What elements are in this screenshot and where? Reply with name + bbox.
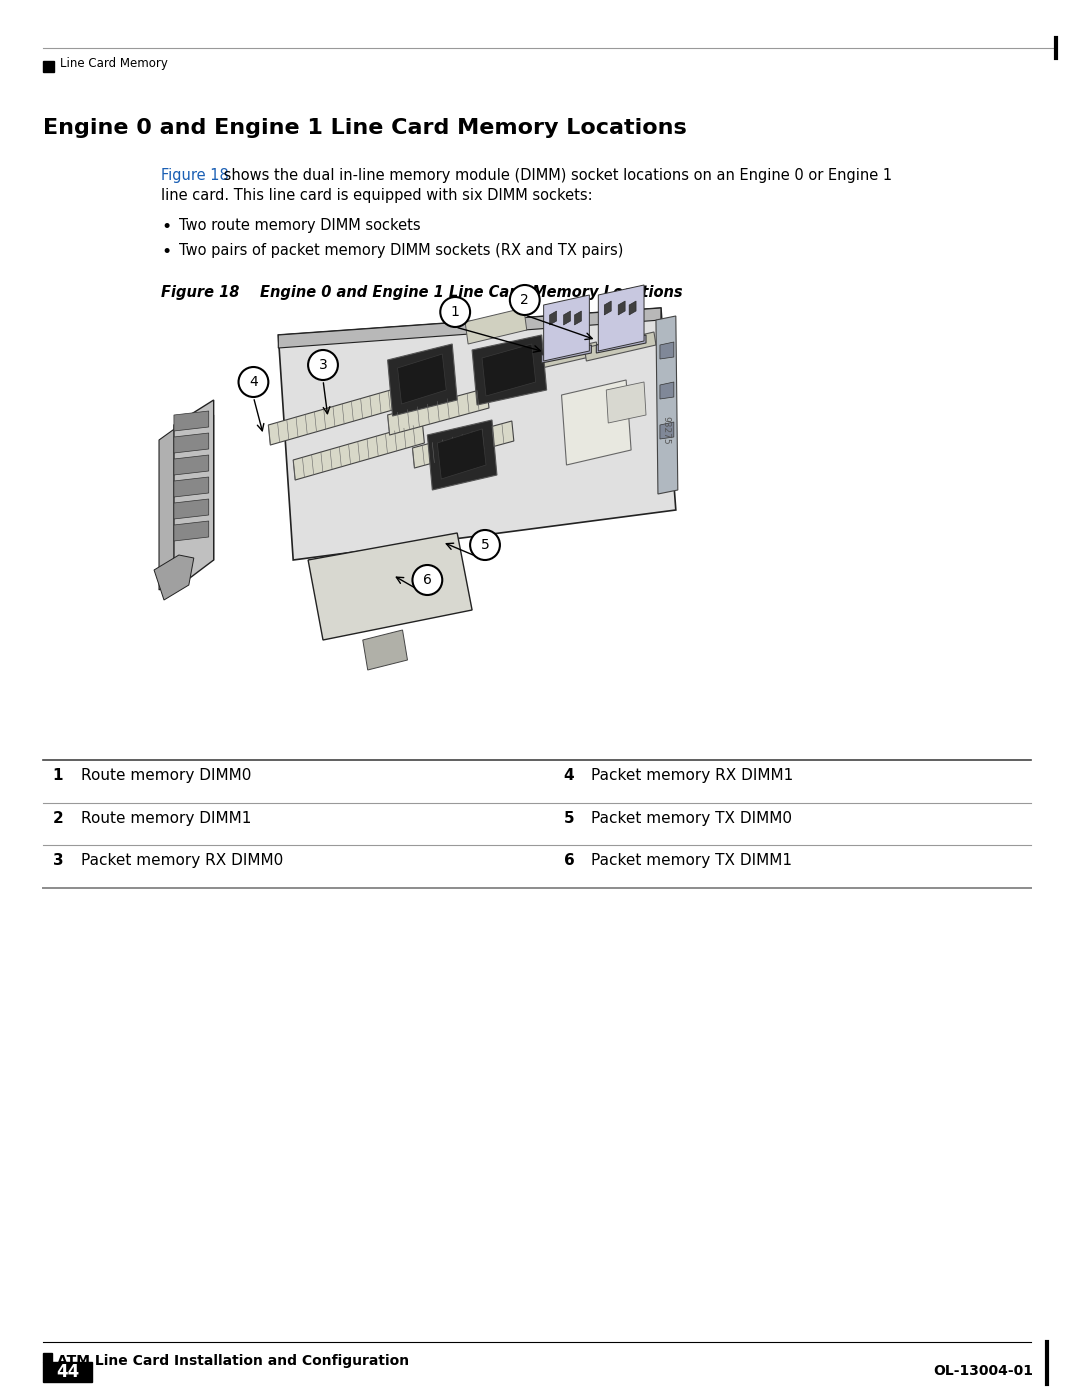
Polygon shape xyxy=(174,521,208,541)
Polygon shape xyxy=(618,300,625,314)
Polygon shape xyxy=(596,335,646,353)
Text: 5: 5 xyxy=(564,810,575,826)
Text: 2: 2 xyxy=(521,293,529,307)
Polygon shape xyxy=(660,342,674,359)
Bar xyxy=(43,1362,93,1382)
Text: 93275: 93275 xyxy=(661,416,671,444)
Polygon shape xyxy=(656,316,678,495)
Polygon shape xyxy=(598,285,644,351)
Text: Route memory DIMM1: Route memory DIMM1 xyxy=(81,810,251,826)
Polygon shape xyxy=(543,295,590,360)
Circle shape xyxy=(470,529,500,560)
Polygon shape xyxy=(482,344,536,395)
Bar xyxy=(43,1354,52,1362)
Text: 3: 3 xyxy=(53,854,64,869)
Text: ATM Line Card Installation and Configuration: ATM Line Card Installation and Configura… xyxy=(56,1354,408,1368)
Polygon shape xyxy=(174,411,208,432)
Polygon shape xyxy=(279,307,661,348)
Polygon shape xyxy=(388,388,489,434)
Text: Route memory DIMM0: Route memory DIMM0 xyxy=(81,768,251,782)
Polygon shape xyxy=(293,423,424,481)
Polygon shape xyxy=(397,353,446,404)
Text: 1: 1 xyxy=(450,305,460,319)
Circle shape xyxy=(441,298,470,327)
Polygon shape xyxy=(527,342,598,372)
Polygon shape xyxy=(268,388,400,446)
Polygon shape xyxy=(174,499,208,520)
Polygon shape xyxy=(437,429,486,479)
Polygon shape xyxy=(660,422,674,439)
Text: line card. This line card is equipped with six DIMM sockets:: line card. This line card is equipped wi… xyxy=(161,189,593,203)
Polygon shape xyxy=(279,307,676,560)
Text: Engine 0 and Engine 1 Line Card Memory Locations: Engine 0 and Engine 1 Line Card Memory L… xyxy=(260,285,683,300)
Text: Line Card Memory: Line Card Memory xyxy=(59,56,167,70)
Text: 4: 4 xyxy=(249,374,258,388)
Polygon shape xyxy=(472,335,546,405)
Text: 5: 5 xyxy=(481,538,489,552)
Polygon shape xyxy=(174,455,208,475)
Text: Engine 0 and Engine 1 Line Card Memory Locations: Engine 0 and Engine 1 Line Card Memory L… xyxy=(43,117,687,138)
Text: 44: 44 xyxy=(56,1363,79,1382)
Text: 2: 2 xyxy=(53,810,64,826)
Text: Two pairs of packet memory DIMM sockets (RX and TX pairs): Two pairs of packet memory DIMM sockets … xyxy=(179,243,623,258)
Polygon shape xyxy=(606,381,646,423)
Polygon shape xyxy=(550,312,556,326)
Polygon shape xyxy=(630,300,636,314)
Polygon shape xyxy=(388,344,457,416)
Polygon shape xyxy=(174,476,208,497)
Text: 3: 3 xyxy=(319,358,327,372)
Polygon shape xyxy=(605,300,611,314)
Polygon shape xyxy=(465,307,527,344)
Text: shows the dual in-line memory module (DIMM) socket locations on an Engine 0 or E: shows the dual in-line memory module (DI… xyxy=(218,168,892,183)
Text: Packet memory RX DIMM0: Packet memory RX DIMM0 xyxy=(81,854,283,869)
Polygon shape xyxy=(660,381,674,400)
Polygon shape xyxy=(584,332,656,360)
Circle shape xyxy=(413,564,443,595)
Bar xyxy=(43,61,54,73)
Polygon shape xyxy=(575,312,581,326)
Polygon shape xyxy=(542,345,592,363)
Text: 4: 4 xyxy=(564,768,575,782)
Polygon shape xyxy=(413,420,514,468)
Text: Packet memory TX DIMM0: Packet memory TX DIMM0 xyxy=(592,810,793,826)
Circle shape xyxy=(239,367,268,397)
Circle shape xyxy=(308,351,338,380)
Polygon shape xyxy=(159,415,214,590)
Polygon shape xyxy=(363,630,407,671)
Text: Packet memory TX DIMM1: Packet memory TX DIMM1 xyxy=(592,854,793,869)
Text: Two route memory DIMM sockets: Two route memory DIMM sockets xyxy=(179,218,420,233)
Text: 6: 6 xyxy=(423,573,432,587)
Text: Figure 18: Figure 18 xyxy=(161,285,240,300)
Polygon shape xyxy=(174,433,208,453)
Polygon shape xyxy=(154,555,193,599)
Text: OL-13004-01: OL-13004-01 xyxy=(933,1363,1034,1377)
Text: 1: 1 xyxy=(53,768,63,782)
Circle shape xyxy=(510,285,540,314)
Text: •: • xyxy=(161,243,172,261)
Text: •: • xyxy=(161,218,172,236)
Polygon shape xyxy=(562,380,631,465)
Polygon shape xyxy=(428,420,497,490)
Polygon shape xyxy=(174,400,214,590)
Text: 6: 6 xyxy=(564,854,575,869)
Text: Figure 18: Figure 18 xyxy=(161,168,229,183)
Polygon shape xyxy=(564,312,570,326)
Polygon shape xyxy=(308,534,472,640)
Text: Packet memory RX DIMM1: Packet memory RX DIMM1 xyxy=(592,768,794,782)
